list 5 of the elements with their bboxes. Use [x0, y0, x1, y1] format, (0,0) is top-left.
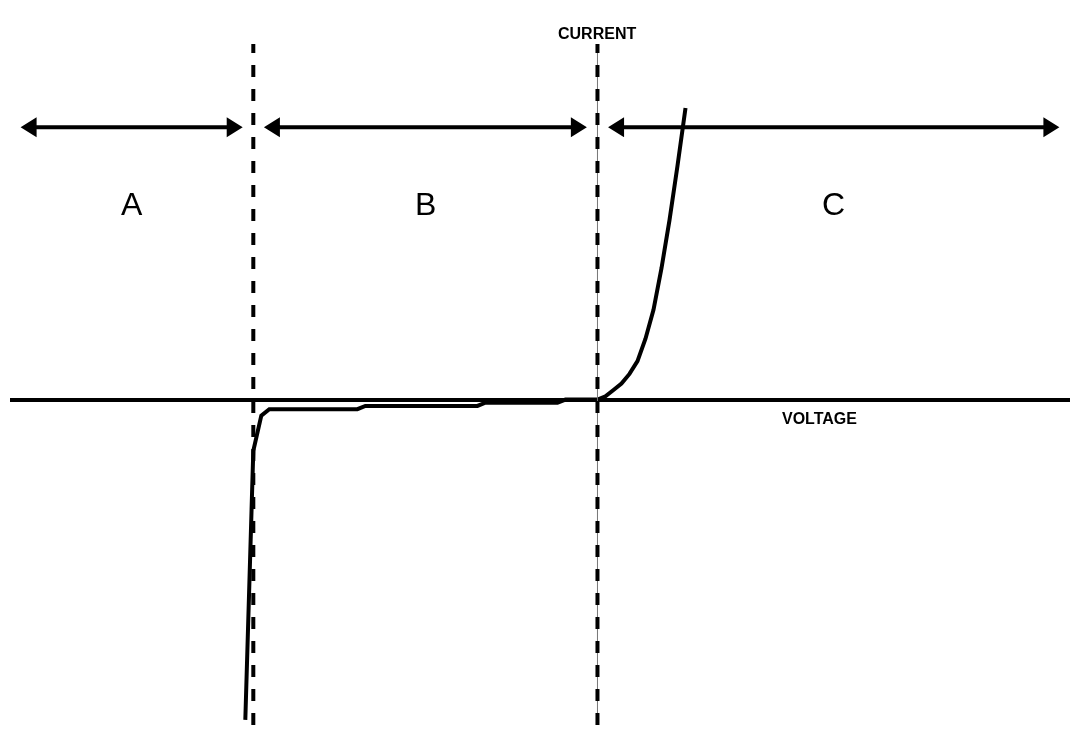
text: VOLTAGE [782, 410, 858, 427]
annotation: B [415, 186, 437, 222]
text: C [822, 186, 846, 222]
y-axis-title: CURRENT [558, 25, 637, 42]
text: A [121, 186, 143, 222]
